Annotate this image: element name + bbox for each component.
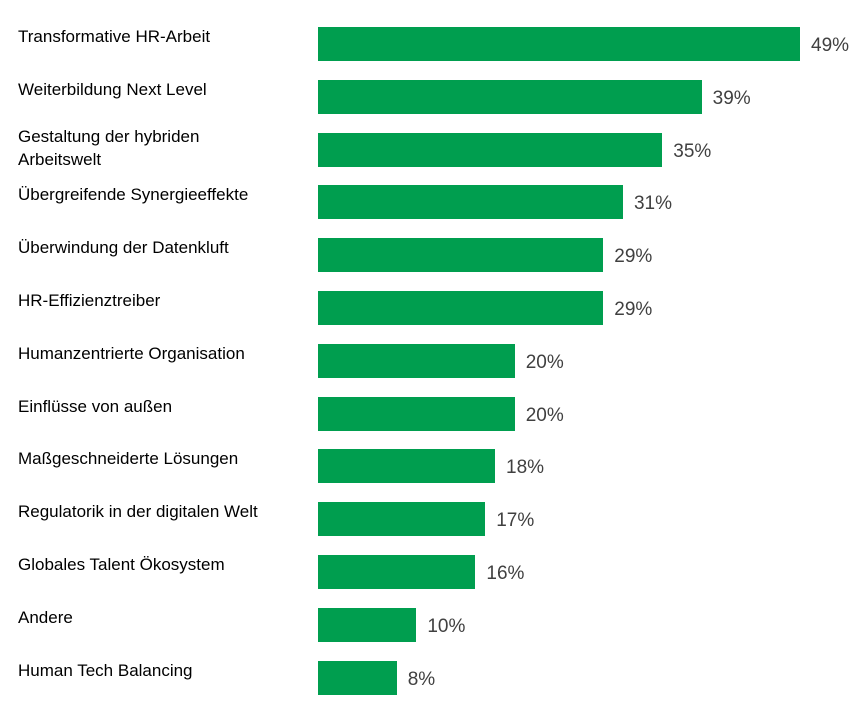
value-label: 29% [614, 299, 653, 320]
value-label: 20% [525, 351, 564, 373]
category-label: Überwindung der Datenkluft [18, 238, 229, 258]
category-label: Human Tech Balancing [18, 660, 193, 680]
category-label: Globales Talent Ökosystem [18, 555, 225, 574]
category-label: Weiterbildung Next Level [18, 79, 207, 99]
bar [318, 502, 486, 537]
bar [318, 27, 800, 61]
category-label: Gestaltung der hybriden Arbeitswelt [18, 126, 200, 169]
bar [318, 607, 417, 642]
bar [318, 291, 604, 325]
category-label: Einflüsse von außen [18, 396, 173, 416]
bar [318, 132, 663, 167]
category-label: Andere [18, 607, 73, 627]
value-label: 39% [712, 87, 751, 109]
category-label: Humanzentrierte Organisation [18, 343, 245, 363]
value-label: 10% [427, 615, 466, 637]
bar [318, 79, 702, 114]
bar [318, 238, 604, 273]
bar [318, 343, 515, 378]
bar [318, 555, 476, 589]
bar [318, 660, 397, 695]
category-label: Transformative HR-Arbeit [18, 27, 211, 46]
bar [318, 449, 496, 484]
category-label: Regulatorik in der digitalen Welt [18, 502, 258, 522]
value-label: 17% [496, 510, 535, 532]
value-label: 20% [525, 404, 564, 426]
value-label: 18% [506, 457, 545, 479]
bar [318, 396, 515, 431]
category-label: Maßgeschneiderte Lösungen [18, 449, 239, 469]
value-label: 8% [407, 668, 436, 690]
bar [318, 185, 623, 220]
value-label: 35% [673, 140, 712, 162]
value-label: 16% [486, 563, 525, 584]
value-label: 29% [614, 246, 653, 268]
category-label: Übergreifende Synergieeffekte [18, 185, 249, 205]
value-label: 49% [811, 35, 850, 56]
category-label: HR-Effizienztreiber [18, 291, 161, 310]
value-label: 31% [633, 193, 672, 215]
